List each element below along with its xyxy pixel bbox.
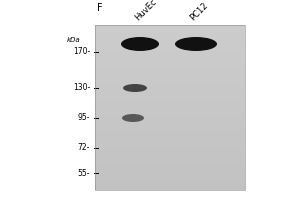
Bar — [95, 132, 245, 136]
Bar — [95, 153, 245, 157]
Bar — [95, 87, 245, 91]
Text: 170-: 170- — [73, 47, 90, 56]
Bar — [95, 54, 245, 58]
Bar — [95, 37, 245, 42]
Bar — [95, 66, 245, 70]
Ellipse shape — [121, 37, 159, 51]
Bar — [95, 140, 245, 145]
Bar — [95, 128, 245, 132]
Ellipse shape — [123, 84, 147, 92]
Bar — [95, 74, 245, 79]
Bar — [95, 124, 245, 128]
Bar — [95, 161, 245, 165]
Bar — [95, 116, 245, 120]
Ellipse shape — [175, 37, 217, 51]
Bar — [95, 79, 245, 83]
Bar — [95, 149, 245, 153]
Bar — [95, 145, 245, 149]
Bar — [95, 112, 245, 116]
Bar — [95, 91, 245, 95]
Bar — [95, 42, 245, 46]
Bar — [95, 70, 245, 74]
Bar — [95, 46, 245, 50]
Bar — [95, 33, 245, 37]
Bar — [95, 25, 245, 190]
Ellipse shape — [122, 114, 144, 122]
Bar — [95, 95, 245, 99]
Text: 130-: 130- — [73, 84, 90, 92]
Bar — [95, 182, 245, 186]
Text: F: F — [97, 3, 103, 13]
Bar — [95, 103, 245, 108]
Bar — [95, 157, 245, 161]
Text: 95-: 95- — [77, 114, 90, 122]
Text: 72-: 72- — [78, 144, 90, 152]
Text: kDa: kDa — [66, 37, 80, 43]
Bar — [95, 58, 245, 62]
Bar — [95, 83, 245, 87]
Bar — [95, 120, 245, 124]
Bar — [95, 169, 245, 173]
Bar — [95, 62, 245, 66]
Bar — [95, 165, 245, 169]
Text: HuvEc: HuvEc — [134, 0, 159, 22]
Bar — [95, 29, 245, 33]
Bar — [95, 136, 245, 140]
Bar — [95, 186, 245, 190]
Text: 55-: 55- — [77, 168, 90, 178]
Bar — [95, 99, 245, 103]
Bar — [95, 178, 245, 182]
Text: PC12: PC12 — [189, 0, 210, 22]
Bar — [95, 50, 245, 54]
Bar — [95, 173, 245, 178]
Bar — [95, 108, 245, 112]
Bar — [95, 25, 245, 29]
